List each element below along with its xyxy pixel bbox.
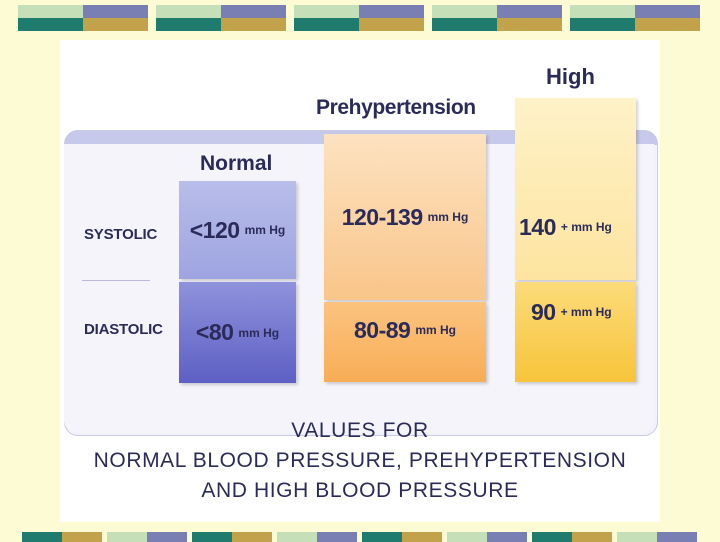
cell-normal-systolic: <120 mm Hg	[179, 181, 296, 279]
value-normal-systolic: <120	[189, 216, 240, 243]
decor-bar	[570, 5, 700, 31]
row-label-systolic: SYSTOLIC	[84, 226, 158, 243]
unit-high-systolic: + mm Hg	[560, 220, 612, 234]
value-prehypertension-diastolic: 80-89	[354, 316, 411, 343]
column-heading-normal: Normal	[200, 152, 273, 175]
column-heading-prehypertension: Prehypertension	[316, 96, 476, 119]
decor-bar	[192, 532, 272, 542]
cell-high-systolic: 140 + mm Hg	[515, 98, 636, 280]
unit-prehypertension-systolic: mm Hg	[427, 210, 469, 224]
unit-high-diastolic: + mm Hg	[560, 305, 612, 319]
unit-normal-diastolic: mm Hg	[238, 325, 280, 340]
decor-bar	[532, 532, 612, 542]
column-heading-high: High	[546, 64, 595, 89]
caption-line-1: VALUES FOR	[291, 419, 429, 442]
cell-normal-diastolic: <80 mm Hg	[179, 282, 296, 383]
row-label-diastolic: DIASTOLIC	[84, 321, 163, 338]
decor-bar	[617, 532, 697, 542]
decor-bar	[107, 532, 187, 542]
cell-prehypertension-systolic: 120-139 mm Hg	[324, 134, 486, 300]
value-high-diastolic: 90	[531, 298, 556, 325]
row-divider	[82, 280, 150, 281]
value-prehypertension-systolic: 120-139	[341, 203, 423, 230]
cell-prehypertension-diastolic: 80-89 mm Hg	[324, 302, 486, 382]
decor-bar	[277, 532, 357, 542]
decor-bar	[447, 532, 527, 542]
decor-bar	[22, 532, 102, 542]
decor-bar	[18, 5, 148, 31]
decor-bar	[294, 5, 424, 31]
decor-bar	[156, 5, 286, 31]
unit-prehypertension-diastolic: mm Hg	[415, 323, 456, 337]
value-normal-diastolic: <80	[195, 319, 234, 345]
blood-pressure-panel: SYSTOLIC DIASTOLIC Normal Prehypertensio…	[60, 40, 660, 522]
unit-normal-systolic: mm Hg	[244, 223, 286, 237]
caption-line-3: AND HIGH BLOOD PRESSURE	[201, 479, 519, 502]
value-high-systolic: 140	[519, 213, 556, 240]
decor-bar	[362, 532, 442, 542]
decor-bar	[432, 5, 562, 31]
caption-line-2: NORMAL BLOOD PRESSURE, PREHYPERTENSION	[93, 449, 627, 472]
cell-high-diastolic: 90 + mm Hg	[515, 282, 636, 382]
